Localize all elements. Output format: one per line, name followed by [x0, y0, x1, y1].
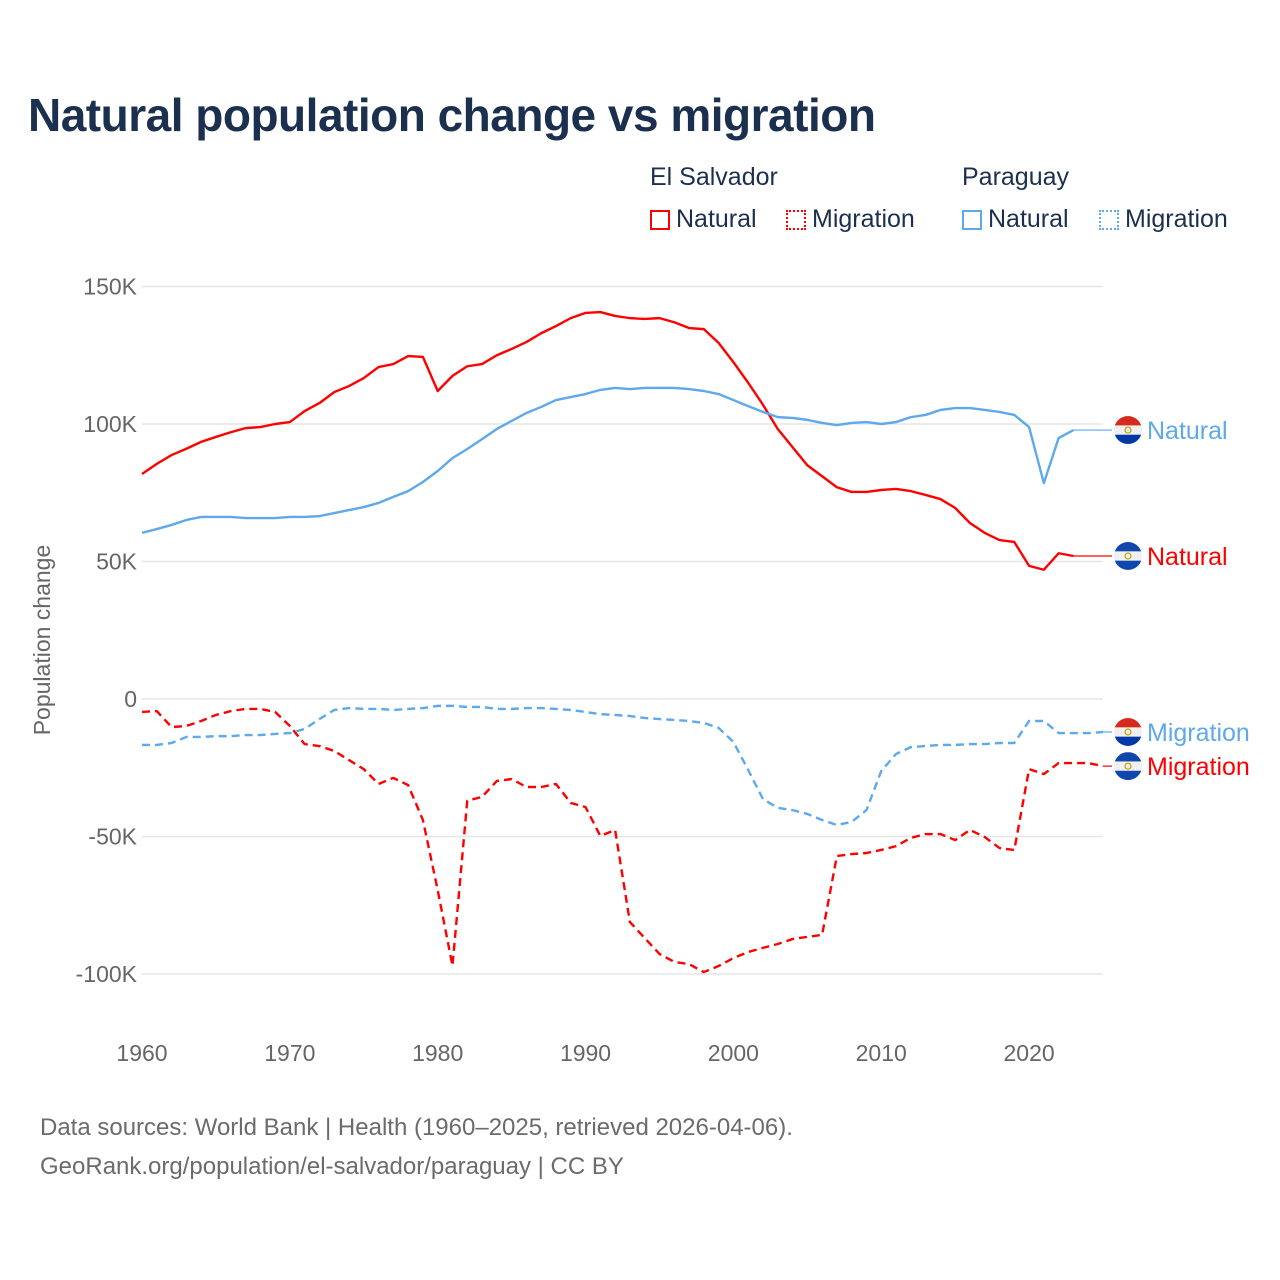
solid-swatch-icon	[962, 209, 982, 230]
x-tick-label: 1970	[264, 1040, 315, 1066]
flag-stripe	[1114, 727, 1142, 738]
y-axis-label: Population change	[29, 545, 55, 736]
series-paraguay-natural: Natural	[141, 386, 1228, 535]
flag-stripe	[1114, 718, 1142, 728]
el-salvador-flag-icon	[1114, 542, 1142, 570]
flag-emblem	[1124, 728, 1132, 736]
end-label: Natural	[1147, 417, 1228, 445]
paraguay-flag-icon	[1114, 718, 1142, 746]
series-line	[141, 386, 1075, 535]
legend-label: Natural	[988, 205, 1069, 233]
x-tick-label: 1990	[560, 1040, 611, 1066]
flag-stripe	[1114, 434, 1142, 445]
flag-stripe	[1114, 736, 1142, 746]
x-tick-label: 2020	[1003, 1040, 1054, 1066]
y-tick-label: 50K	[96, 549, 138, 575]
y-tick-label: -50K	[88, 824, 137, 850]
series-line	[141, 707, 1104, 974]
series-line	[141, 310, 1074, 571]
y-tick-label: -100K	[76, 961, 138, 987]
flag-stripe	[1114, 752, 1142, 762]
flag-stripe	[1114, 425, 1142, 436]
y-tick-label: 0	[124, 686, 137, 712]
end-label: Migration	[1147, 719, 1250, 747]
flag-emblem	[1124, 552, 1132, 560]
legend-item-el-salvador-natural[interactable]: Natural	[650, 205, 757, 234]
x-tick-label: 2000	[708, 1040, 759, 1066]
series-line	[142, 704, 1104, 827]
x-tick-label: 1980	[412, 1040, 463, 1066]
series-paraguay-migration: Migration	[142, 704, 1250, 827]
legend-group-paraguay: Paraguay	[962, 163, 1070, 191]
flag-stripe	[1114, 770, 1142, 781]
end-label: Migration	[1147, 753, 1250, 781]
series-el-salvador-migration: Migration	[141, 707, 1250, 974]
solid-swatch-icon	[650, 209, 670, 230]
footer: Data sources: World Bank | Health (1960–…	[40, 1108, 793, 1186]
legend-item-paraguay-migration[interactable]: Migration	[1099, 205, 1228, 234]
legend-label: Migration	[1125, 205, 1228, 233]
paraguay-flag-icon	[1114, 416, 1142, 445]
series-el-salvador-natural: Natural	[141, 310, 1228, 571]
flag-emblem	[1124, 426, 1132, 434]
flag-stripe	[1114, 560, 1142, 570]
flag-stripe	[1114, 416, 1142, 426]
y-tick-label: 150K	[83, 274, 137, 300]
attribution-text: GeoRank.org/population/el-salvador/parag…	[40, 1153, 624, 1180]
chart-title: Natural population change vs migration	[28, 89, 876, 141]
flag-stripe	[1114, 761, 1142, 772]
end-label: Natural	[1147, 543, 1228, 571]
source-text: Data sources: World Bank | Health (1960–…	[40, 1114, 793, 1141]
y-tick-label: 100K	[83, 411, 137, 437]
x-tick-label: 2010	[856, 1040, 907, 1066]
legend-label: Migration	[812, 205, 915, 233]
flag-emblem	[1124, 762, 1132, 770]
el-salvador-flag-icon	[1114, 752, 1142, 781]
x-tick-label: 1960	[116, 1040, 167, 1066]
dotted-swatch-icon	[786, 209, 806, 230]
legend-item-el-salvador-migration[interactable]: Migration	[786, 205, 915, 234]
flag-stripe	[1114, 542, 1142, 552]
dotted-swatch-icon	[1099, 209, 1119, 230]
legend-label: Natural	[676, 205, 757, 233]
flag-stripe	[1114, 551, 1142, 562]
legend-item-paraguay-natural[interactable]: Natural	[962, 205, 1069, 234]
legend-group-el-salvador: El Salvador	[650, 163, 778, 191]
